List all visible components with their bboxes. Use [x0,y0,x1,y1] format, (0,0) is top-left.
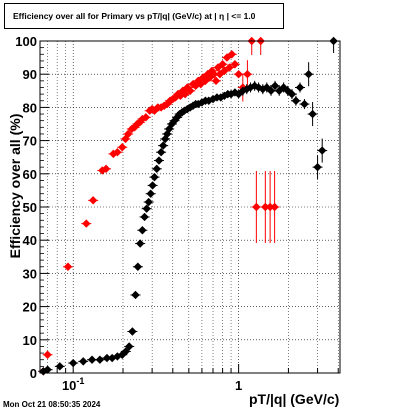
x-axis-label: pT/|q| (GeV/c) [249,391,340,407]
y-tick-label: 0 [30,366,37,381]
timestamp: Mon Oct 21 08:50:35 2024 [3,400,101,409]
y-tick-label: 40 [23,233,37,248]
chart-title-box: Efficiency over all for Primary vs pT/|q… [4,3,284,29]
red-data-point [243,70,252,79]
black-data-point [220,91,229,100]
y-tick-label: 30 [23,266,37,281]
red-data-point [211,76,221,86]
red-data-point [82,219,91,228]
black-data-point [172,113,182,122]
red-data-point [88,196,98,205]
red-data-point [171,93,180,102]
red-data-point [230,60,240,69]
y-tick-label: 50 [23,200,37,215]
red-data-point [252,202,261,212]
red-data-point [234,70,243,79]
x-tick-label: 10-1 [62,376,84,393]
red-data-point [261,202,270,212]
red-data-point [227,50,237,59]
black-data-point [124,342,134,351]
black-data-point [102,353,112,363]
red-data-point [180,89,190,99]
black-data-point [304,70,313,79]
y-tick-label: 60 [23,167,37,182]
black-data-point [266,86,276,95]
y-tick-label: 80 [23,100,37,115]
black-data-point [133,262,143,271]
red-data-point [205,73,215,82]
red-data-point [270,202,279,212]
black-data-point [131,290,140,300]
black-data-point [308,109,317,119]
red-data-point [186,86,195,95]
red-data-point [109,149,118,159]
red-data-point [218,60,227,69]
black-data-point [287,89,297,99]
red-data-point [113,148,122,157]
black-data-point [55,362,65,371]
red-data-point [150,106,159,115]
black-data-point [204,96,213,105]
black-data-point [135,239,145,248]
red-data-point [121,134,130,144]
chart-title: Efficiency over all for Primary vs pT/|q… [13,11,256,21]
black-data-point [144,197,153,207]
red-data-point [101,164,111,174]
red-data-point [220,66,229,76]
red-data-point [118,143,127,152]
black-data-point [234,89,243,99]
black-data-point [138,226,147,235]
y-tick-label: 90 [23,67,37,82]
black-data-point [128,327,137,336]
black-data-point [95,355,105,364]
x-tick-label: 1 [235,378,242,393]
y-tick-label: 70 [23,134,37,149]
red-data-point [196,79,205,89]
red-data-point [138,114,147,124]
black-data-point [313,162,322,172]
red-data-point [141,113,151,122]
black-data-point [154,156,164,165]
black-data-point [300,99,309,109]
black-data-point [164,124,174,134]
black-data-point [142,204,151,213]
black-data-point [152,164,161,174]
black-data-point [68,358,78,368]
black-data-point [270,81,280,91]
black-data-point [79,357,88,366]
black-data-point [291,96,301,105]
black-data-point [150,172,159,182]
axes: 0 10 20 30 40 50 60 70 80 90 100 10-1 1 [15,34,339,393]
black-data-point [87,355,97,364]
red-data-point [63,262,73,271]
red-data-point [225,63,234,72]
black-data-point [140,212,149,222]
black-data-point [159,141,168,150]
y-tick-label: 100 [15,34,37,49]
y-tick-label: 20 [23,300,37,315]
red-data-point [123,129,133,139]
black-data-point [295,83,305,92]
red-data-point [43,350,52,359]
black-data-point [208,94,218,104]
red-data-point [265,202,275,212]
y-tick-label: 10 [23,333,37,348]
black-data-point [317,146,327,155]
red-data-point [209,70,219,79]
black-data-point [230,88,240,97]
black-data-point [148,181,157,190]
black-data-point [156,148,166,157]
black-data-point [146,189,155,198]
y-axis-label: Efficiency over all (%) [7,113,23,259]
data-series [39,36,338,376]
